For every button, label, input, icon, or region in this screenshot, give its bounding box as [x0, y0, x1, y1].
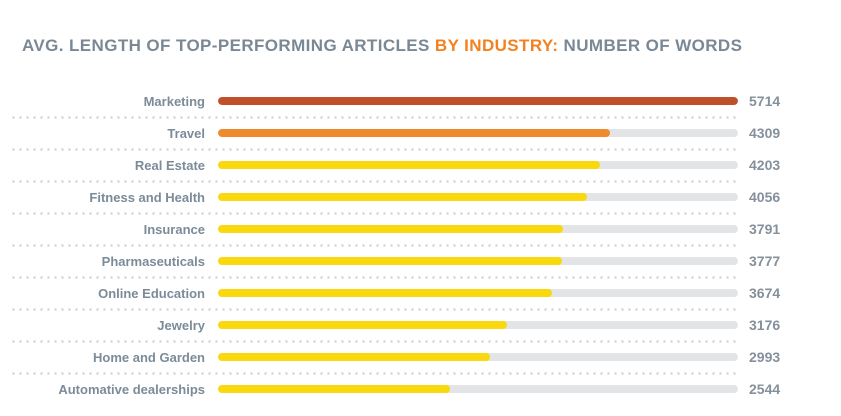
bar-row-marketing: Marketing 5714	[0, 85, 841, 117]
bar-fill	[218, 193, 588, 201]
bar-track	[218, 385, 738, 393]
bar-value: 3176	[749, 317, 781, 333]
bar-value: 3791	[749, 221, 781, 237]
bar-row-fitness-and-health: Fitness and Health 4056	[0, 180, 841, 213]
dotted-separator	[10, 148, 740, 151]
bar-row-jewelry: Jewelry 3176	[0, 308, 841, 341]
chart-title-part2: NUMBER OF WORDS	[558, 36, 743, 55]
bar-label: Real Estate	[134, 157, 205, 173]
bar-label: Pharmaseuticals	[101, 253, 205, 269]
dotted-separator	[10, 276, 740, 279]
bar-label: Home and Garden	[93, 349, 205, 365]
dotted-separator	[10, 308, 740, 311]
bar-row-travel: Travel 4309	[0, 116, 841, 149]
bar-track	[218, 193, 738, 201]
bar-fill	[218, 161, 601, 169]
bar-value: 5714	[749, 93, 781, 109]
bar-row-home-and-garden: Home and Garden 2993	[0, 340, 841, 373]
bar-row-automative-dealerships: Automative dealerships 2544	[0, 372, 841, 405]
bar-track	[218, 321, 738, 329]
chart-rows: Marketing 5714 Travel 4309 Real Estate 4…	[0, 85, 841, 405]
bar-value: 4203	[749, 157, 781, 173]
dotted-separator	[10, 340, 740, 343]
bar-label: Marketing	[143, 93, 205, 109]
chart-title: AVG. LENGTH OF TOP-PERFORMING ARTICLES B…	[22, 36, 742, 56]
bar-label: Insurance	[143, 221, 205, 237]
dotted-separator	[10, 372, 740, 375]
bar-value: 2993	[749, 349, 781, 365]
chart-title-highlight: BY INDUSTRY:	[434, 36, 559, 55]
bar-fill	[218, 257, 562, 265]
bar-label: Online Education	[98, 285, 205, 301]
bar-value: 3674	[749, 285, 781, 301]
bar-value: 4056	[749, 189, 781, 205]
chart-title-part1: AVG. LENGTH OF TOP-PERFORMING ARTICLES	[22, 36, 435, 55]
dotted-separator	[10, 180, 740, 183]
dotted-separator	[10, 212, 740, 215]
bar-track	[218, 289, 738, 297]
bar-track	[218, 161, 738, 169]
dotted-separator	[10, 244, 740, 247]
bar-track	[218, 257, 738, 265]
bar-label: Jewelry	[157, 317, 205, 333]
bar-fill	[218, 225, 563, 233]
bar-row-real-estate: Real Estate 4203	[0, 148, 841, 181]
bar-fill	[218, 289, 553, 297]
dotted-separator	[10, 116, 740, 119]
bar-label: Automative dealerships	[58, 381, 205, 397]
bar-track	[218, 97, 738, 105]
bar-fill	[218, 97, 738, 105]
bar-fill	[218, 353, 491, 361]
bar-value: 3777	[749, 253, 781, 269]
bar-fill	[218, 385, 450, 393]
bar-value: 2544	[749, 381, 781, 397]
bar-label: Travel	[167, 125, 205, 141]
bar-row-online-education: Online Education 3674	[0, 276, 841, 309]
bar-row-insurance: Insurance 3791	[0, 212, 841, 245]
bar-value: 4309	[749, 125, 781, 141]
bar-row-pharmaseuticals: Pharmaseuticals 3777	[0, 244, 841, 277]
bar-fill	[218, 321, 508, 329]
bar-track	[218, 353, 738, 361]
bar-fill	[218, 129, 611, 137]
bar-label: Fitness and Health	[89, 189, 205, 205]
bar-track	[218, 225, 738, 233]
bar-track	[218, 129, 738, 137]
